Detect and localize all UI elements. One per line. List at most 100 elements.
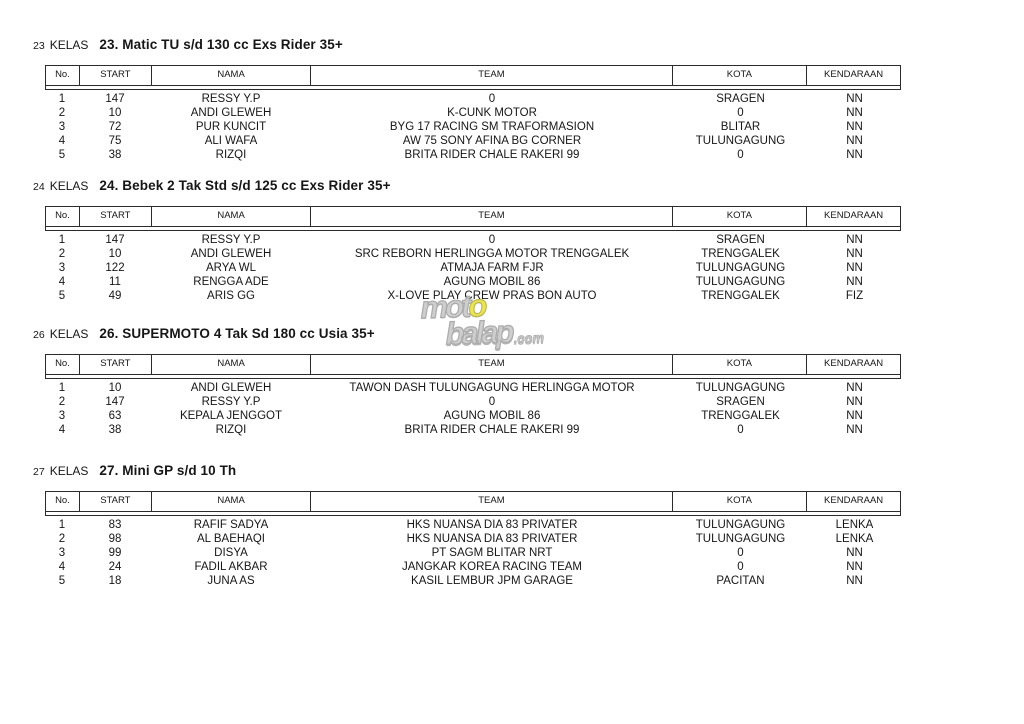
cell-nama: ANDI GLEWEH — [190, 382, 272, 394]
cell-team: K-CUNK MOTOR — [447, 107, 537, 119]
cell-no: 4 — [58, 561, 66, 573]
section-heading: 26 KELAS 26. SUPERMOTO 4 Tak Sd 180 cc Usi… — [33, 327, 901, 342]
section-heading: 24 KELAS 24. Bebek 2 Tak Std s/d 125 cc Ex… — [33, 179, 901, 194]
table-header-row: No. START NAMA TEAM KOTA KENDARAAN — [45, 491, 901, 516]
column-header-team: TEAM — [311, 492, 673, 512]
class-number: 27 — [33, 466, 45, 478]
cell-kendaraan: NN — [846, 410, 863, 422]
cell-kota: TULUNGAGUNG — [695, 533, 786, 545]
section-heading: 23 KELAS 23. Matic TU s/d 130 cc Exs Rider… — [33, 38, 901, 53]
table-header-row: No. START NAMA TEAM KOTA KENDARAAN — [45, 206, 901, 231]
cell-kendaraan: NN — [846, 248, 863, 260]
cell-kota: SRAGEN — [716, 234, 765, 246]
cell-start: 49 — [108, 290, 122, 302]
table-row: 1 83 RAFIF SADYA HKS NUANSA DIA 83 PRIVATER… — [45, 518, 901, 532]
column-header-start: START — [79, 355, 152, 375]
cell-kendaraan: FIZ — [845, 290, 864, 302]
column-header-kendaraan: KENDARAAN — [807, 207, 900, 227]
cell-nama: PUR KUNCIT — [195, 121, 267, 133]
column-header-team: TEAM — [311, 355, 673, 375]
cell-start: 72 — [108, 121, 122, 133]
cell-start: 147 — [105, 396, 125, 408]
cell-no: 3 — [58, 262, 66, 274]
cell-kota: 0 — [737, 107, 744, 119]
cell-start: 11 — [109, 276, 121, 288]
cell-no: 1 — [58, 519, 66, 531]
cell-team: HKS NUANSA DIA 83 PRIVATER — [406, 533, 578, 545]
cell-start: 147 — [105, 234, 125, 246]
table-row: 3 72 PUR KUNCIT BYG 17 RACING SM TRAFORMASI… — [45, 120, 901, 134]
cell-team: 0 — [488, 234, 496, 246]
cell-no: 4 — [58, 135, 66, 147]
cell-kendaraan: LENKA — [835, 533, 874, 545]
cell-kendaraan: NN — [846, 561, 863, 573]
cell-nama: RAFIF SADYA — [193, 519, 269, 531]
table-row: 4 24 FADIL AKBAR JANGKAR KOREA RACING TEAM 0… — [45, 560, 901, 574]
race-class-section: 26 KELAS 26. SUPERMOTO 4 Tak Sd 180 cc Usi… — [33, 327, 901, 437]
column-header-no: No. — [46, 207, 80, 227]
cell-start: 24 — [108, 561, 122, 573]
column-header-no: No. — [46, 355, 80, 375]
cell-kota: SRAGEN — [716, 93, 765, 105]
section-heading: 27 KELAS 27. Mini GP s/d 10 Th — [33, 464, 901, 479]
cell-kendaraan: NN — [846, 93, 863, 105]
cell-no: 1 — [58, 382, 66, 394]
cell-no: 2 — [58, 396, 66, 408]
cell-kota: TULUNGAGUNG — [695, 262, 786, 274]
cell-nama: RENGGA ADE — [193, 276, 269, 288]
cell-no: 5 — [58, 149, 66, 161]
column-header-start: START — [79, 66, 152, 86]
cell-no: 2 — [58, 248, 66, 260]
cell-nama: RESSY Y.P — [201, 234, 261, 246]
cell-nama: RESSY Y.P — [201, 396, 261, 408]
column-header-kendaraan: KENDARAAN — [807, 66, 900, 86]
sections-container: 23 KELAS 23. Matic TU s/d 130 cc Exs Rider… — [33, 38, 901, 588]
column-header-no: No. — [46, 492, 80, 512]
entry-table: No. START NAMA TEAM KOTA KENDARAAN 1 83 RAFIF SA… — [45, 491, 901, 588]
column-header-start: START — [79, 207, 152, 227]
table-header-row: No. START NAMA TEAM KOTA KENDARAAN — [45, 65, 901, 90]
cell-kota: SRAGEN — [716, 396, 765, 408]
cell-nama: KEPALA JENGGOT — [179, 410, 283, 422]
cell-nama: ARYA WL — [205, 262, 257, 274]
table-row: 1 10 ANDI GLEWEH TAWON DASH TULUNGAGUNG HER… — [45, 381, 901, 395]
table-row: 2 147 RESSY Y.P 0 SRAGEN NN — [45, 395, 901, 409]
race-class-section: 27 KELAS 27. Mini GP s/d 10 Th No. START NAMA… — [33, 464, 901, 588]
column-header-nama: NAMA — [151, 207, 312, 227]
cell-team: AW 75 SONY AFINA BG CORNER — [402, 135, 582, 147]
cell-kota: TRENGGALEK — [701, 248, 780, 260]
cell-nama: RIZQI — [215, 424, 247, 436]
table-body: 1 147 RESSY Y.P 0 SRAGEN NN 2 10 ANDI GLEWEH K-CU… — [45, 92, 901, 162]
cell-nama: ANDI GLEWEH — [190, 248, 272, 260]
column-header-team: TEAM — [311, 207, 673, 227]
cell-kota: PACITAN — [716, 575, 765, 587]
cell-start: 10 — [108, 248, 122, 260]
cell-team: ATMAJA FARM FJR — [440, 262, 544, 274]
table-row: 5 38 RIZQI BRITA RIDER CHALE RAKERI 99 0 NN — [45, 148, 901, 162]
column-header-no: No. — [46, 66, 80, 86]
cell-kota: 0 — [737, 547, 744, 559]
cell-kota: TULUNGAGUNG — [695, 382, 786, 394]
cell-nama: ALI WAFA — [204, 135, 258, 147]
table-row: 4 75 ALI WAFA AW 75 SONY AFINA BG CORNER TUL… — [45, 134, 901, 148]
cell-team: 0 — [488, 93, 496, 105]
race-class-section: 23 KELAS 23. Matic TU s/d 130 cc Exs Rider… — [33, 38, 901, 162]
cell-kota: 0 — [737, 424, 744, 436]
column-header-kota: KOTA — [672, 207, 808, 227]
class-title: 23. Matic TU s/d 130 cc Exs Rider 35+ — [99, 37, 343, 52]
cell-team: KASIL LEMBUR JPM GARAGE — [411, 575, 573, 587]
column-header-nama: NAMA — [151, 66, 312, 86]
cell-no: 2 — [58, 107, 66, 119]
cell-no: 3 — [58, 410, 66, 422]
table-row: 1 147 RESSY Y.P 0 SRAGEN NN — [45, 233, 901, 247]
column-header-kota: KOTA — [672, 492, 808, 512]
cell-team: TAWON DASH TULUNGAGUNG HERLINGGA MOTOR — [349, 382, 635, 394]
cell-nama: DISYA — [214, 547, 248, 559]
cell-kota: TULUNGAGUNG — [695, 276, 786, 288]
cell-nama: RIZQI — [215, 149, 247, 161]
cell-no: 5 — [58, 290, 66, 302]
cell-kendaraan: NN — [846, 135, 863, 147]
table-row: 1 147 RESSY Y.P 0 SRAGEN NN — [45, 92, 901, 106]
table-row: 3 63 KEPALA JENGGOT AGUNG MOBIL 86 TRENGGALE… — [45, 409, 901, 423]
